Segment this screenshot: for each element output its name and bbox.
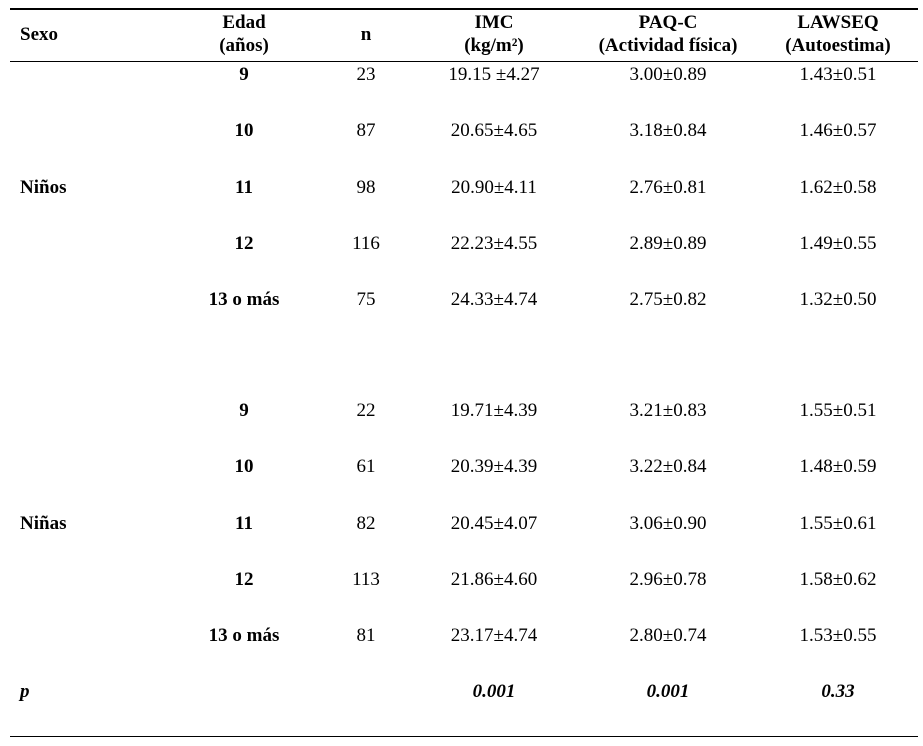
p-label: p [20, 681, 30, 702]
sex-cell: Niños [20, 176, 67, 198]
data-cell: 20.90±4.11 [451, 176, 537, 198]
p-value: 0.001 [472, 681, 516, 702]
data-cell: 3.21±0.83 [629, 400, 707, 421]
data-cell: 1.32±0.50 [799, 289, 877, 311]
data-cell: 21.86±4.60 [450, 568, 538, 590]
data-cell: 116 [352, 232, 380, 254]
p-value: 0.33 [821, 681, 855, 702]
data-cell: 1.55±0.61 [799, 512, 877, 534]
age-cell: 10 [234, 456, 254, 478]
data-cell: 82 [356, 512, 376, 534]
data-cell: 19.15 ±4.27 [448, 64, 540, 85]
bottom-rule [10, 736, 918, 737]
data-cell: 23 [356, 64, 376, 85]
data-cell: 3.22±0.84 [629, 456, 707, 478]
data-cell: 3.00±0.89 [629, 64, 707, 85]
data-cell: 20.39±4.39 [450, 456, 538, 478]
top-rule [10, 8, 918, 10]
p-value: 0.001 [646, 681, 690, 702]
header-cell: IMC [474, 12, 514, 33]
data-cell: 3.06±0.90 [629, 512, 707, 534]
header-cell: n [360, 24, 372, 45]
data-cell: 81 [356, 625, 376, 647]
sex-cell: Niñas [20, 512, 67, 534]
header-cell: (Autoestima) [785, 35, 891, 56]
header-cell: Edad [222, 12, 266, 33]
header-cell: PAQ-C [638, 12, 698, 33]
data-cell: 98 [356, 176, 376, 198]
data-cell: 3.18±0.84 [629, 120, 707, 142]
data-cell: 61 [356, 456, 376, 478]
data-cell: 2.75±0.82 [629, 289, 707, 311]
data-cell: 22.23±4.55 [450, 232, 538, 254]
age-cell: 12 [234, 232, 254, 254]
header-rule [10, 61, 918, 62]
data-cell: 75 [356, 289, 376, 311]
data-cell: 1.49±0.55 [799, 232, 877, 254]
age-cell: 9 [239, 400, 249, 421]
header-cell: (años) [219, 35, 269, 56]
data-cell: 1.53±0.55 [799, 625, 877, 647]
data-cell: 20.45±4.07 [450, 512, 538, 534]
age-cell: 9 [239, 64, 249, 85]
data-cell: 1.58±0.62 [799, 568, 877, 590]
header-cell: LAWSEQ [797, 12, 879, 33]
header-cell: Sexo [20, 24, 58, 45]
data-cell: 23.17±4.74 [450, 625, 538, 647]
data-cell: 1.62±0.58 [799, 176, 877, 198]
data-cell: 87 [356, 120, 376, 142]
header-cell: (kg/m²) [464, 35, 524, 56]
data-cell: 24.33±4.74 [450, 289, 538, 311]
data-cell: 2.80±0.74 [629, 625, 707, 647]
data-cell: 1.48±0.59 [799, 456, 877, 478]
data-cell: 2.76±0.81 [629, 176, 707, 198]
data-cell: 1.55±0.51 [799, 400, 877, 421]
data-cell: 2.96±0.78 [629, 568, 707, 590]
data-cell: 20.65±4.65 [450, 120, 538, 142]
data-cell: 2.89±0.89 [629, 232, 707, 254]
header-cell: (Actividad física) [598, 35, 738, 56]
age-cell: 11 [235, 176, 253, 198]
data-cell: 113 [352, 568, 380, 590]
age-cell: 13 o más [208, 289, 280, 311]
age-cell: 10 [234, 120, 254, 142]
data-cell: 19.71±4.39 [450, 400, 538, 421]
age-cell: 13 o más [208, 625, 280, 647]
data-cell: 1.46±0.57 [799, 120, 877, 142]
data-cell: 1.43±0.51 [799, 64, 877, 85]
age-cell: 11 [235, 512, 253, 534]
data-cell: 22 [356, 400, 376, 421]
age-cell: 12 [234, 568, 254, 590]
